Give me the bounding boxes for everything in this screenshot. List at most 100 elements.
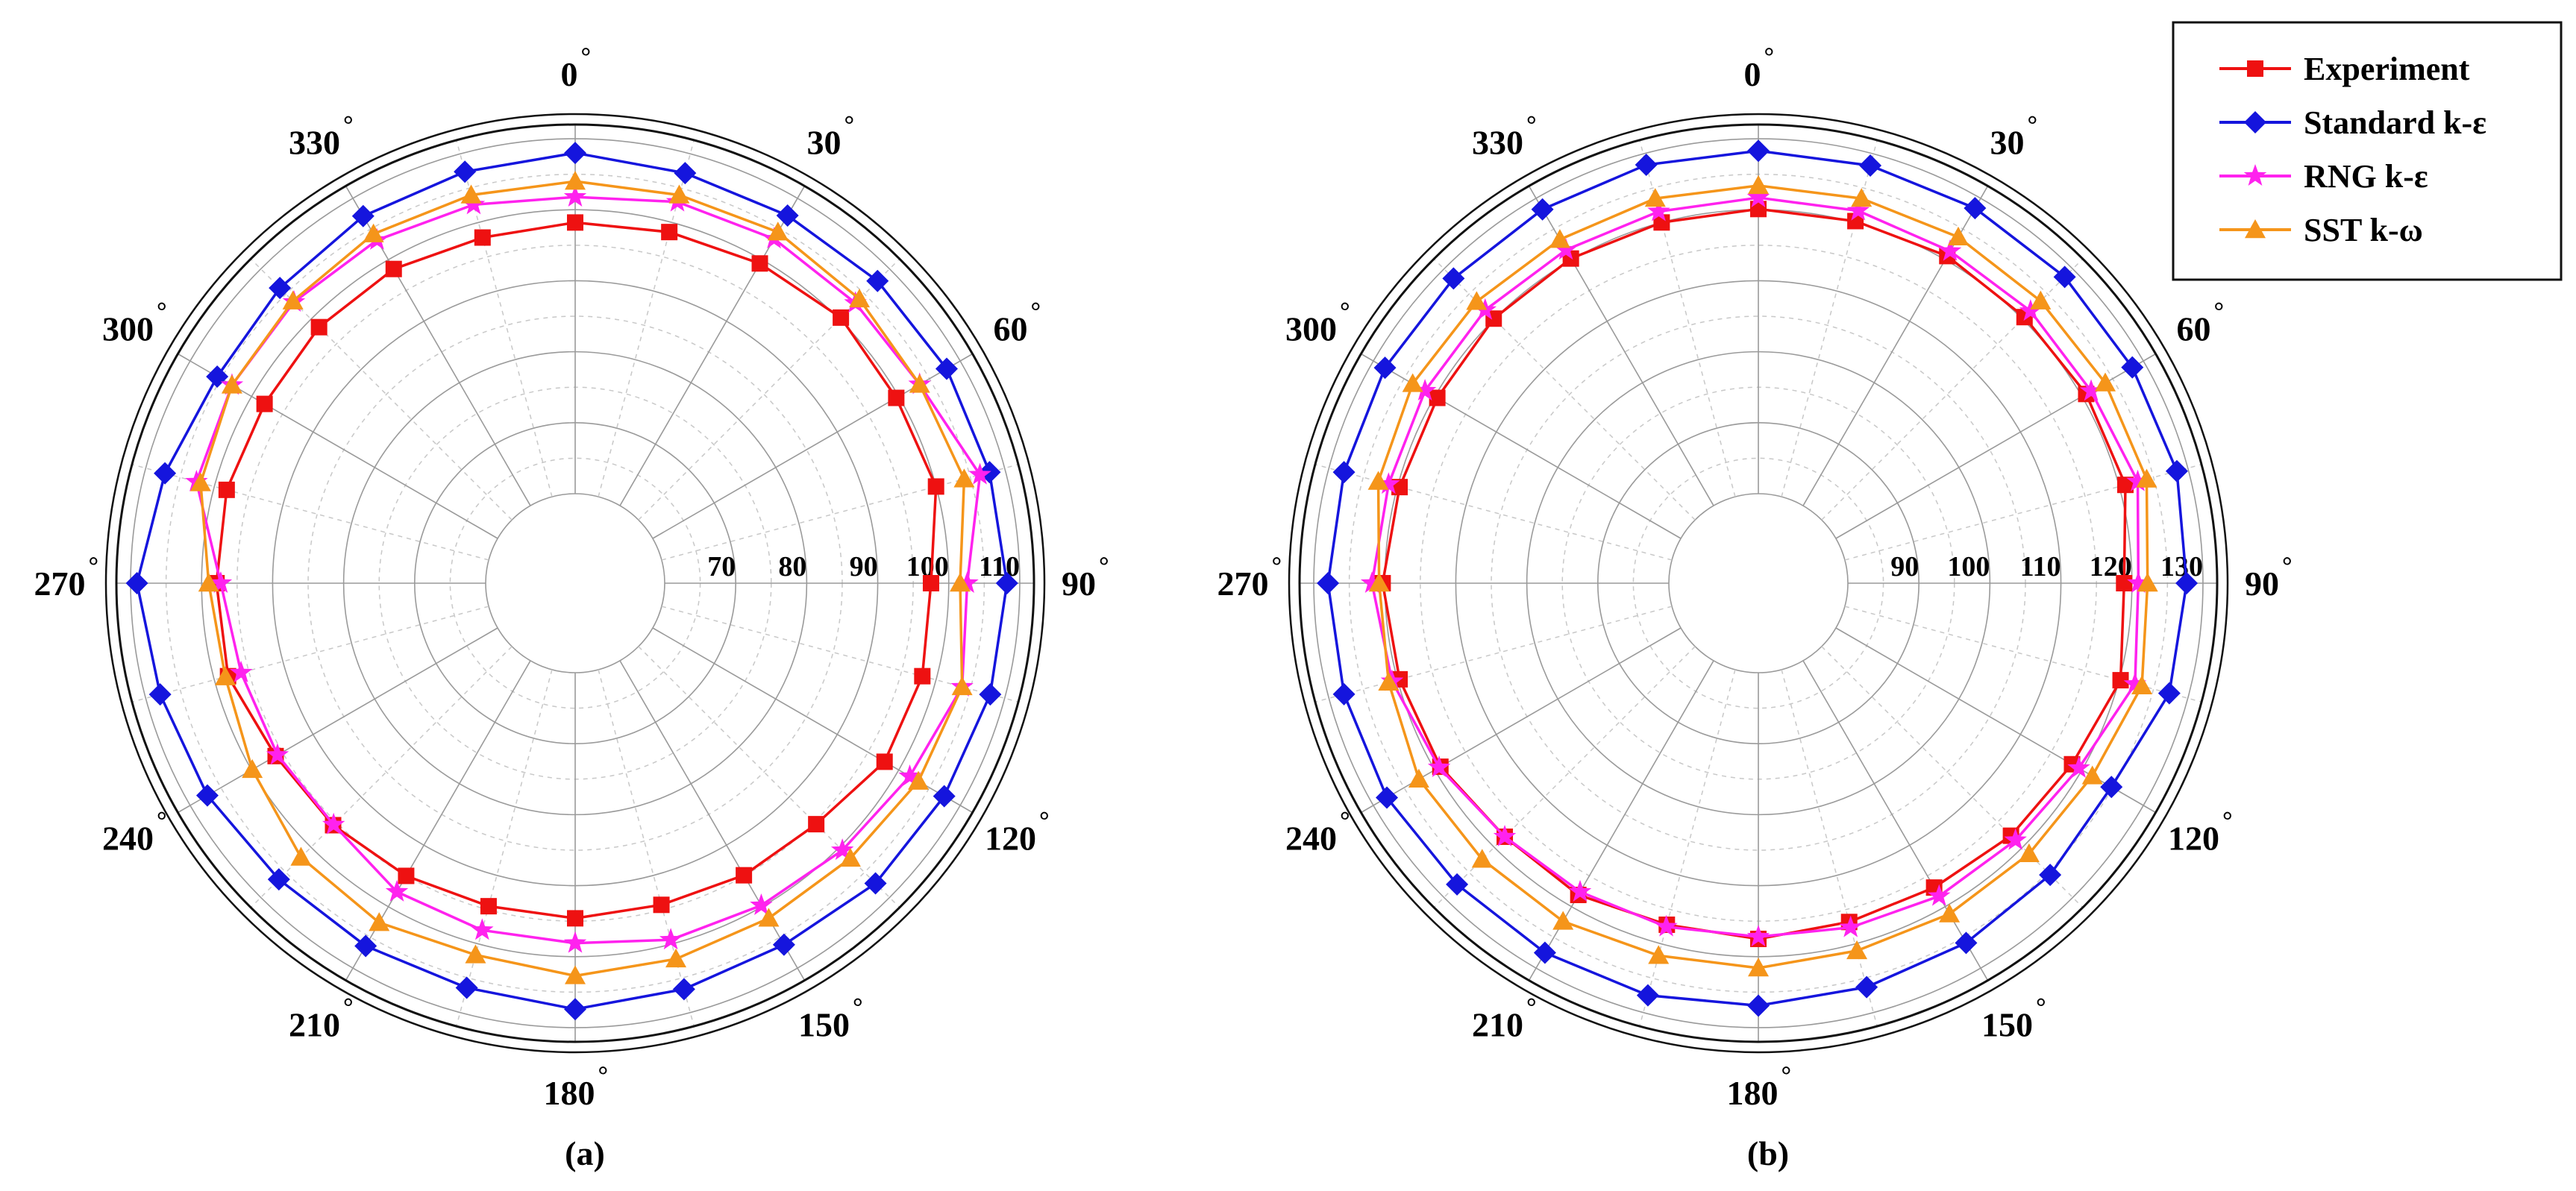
data-point — [968, 462, 991, 485]
data-point — [564, 998, 586, 1021]
angle-tick-value: 180 — [1727, 1074, 1779, 1112]
angle-tick-value: 180 — [544, 1074, 595, 1112]
angle-tick-label: 60 ° — [993, 298, 1041, 348]
degree-symbol: ° — [1340, 298, 1350, 326]
data-point — [363, 223, 384, 242]
angle-tick-label: 270 ° — [34, 553, 99, 603]
major-grid-spoke — [1835, 627, 2157, 814]
angle-tick-value: 120 — [985, 820, 1036, 858]
data-point — [909, 374, 930, 393]
degree-symbol: ° — [2282, 553, 2293, 580]
data-point — [736, 867, 753, 884]
angle-tick-label: 150 ° — [798, 993, 863, 1043]
data-point — [1317, 572, 1340, 594]
angle-tick-label: 180 ° — [1727, 1062, 1792, 1112]
minor-grid-spoke — [131, 464, 489, 561]
data-point — [758, 908, 780, 927]
polar-boundary — [1298, 123, 2219, 1043]
radial-tick-label: 70 — [707, 551, 736, 582]
angle-tick-label: 300 ° — [1285, 298, 1350, 348]
degree-symbol: ° — [1272, 553, 1282, 580]
degree-symbol: ° — [343, 993, 354, 1021]
data-point — [1747, 994, 1770, 1017]
data-point — [567, 910, 583, 927]
data-point — [209, 571, 233, 593]
degree-symbol: ° — [1099, 553, 1109, 580]
angle-tick-value: 300 — [102, 310, 154, 348]
data-point — [290, 846, 312, 866]
degree-symbol: ° — [1340, 808, 1350, 835]
data-point — [2018, 843, 2040, 863]
data-point — [1846, 198, 1870, 221]
angle-tick-label: 330 ° — [289, 112, 354, 162]
degree-symbol: ° — [581, 43, 592, 71]
legend-marker — [2245, 219, 2266, 239]
data-point — [218, 481, 235, 498]
data-point — [979, 683, 1002, 706]
data-point — [471, 918, 494, 940]
data-point — [398, 867, 415, 884]
degree-symbol: ° — [1526, 112, 1537, 139]
data-point — [1644, 188, 1666, 207]
angle-tick-label: 270 ° — [1218, 553, 1282, 603]
data-point — [808, 816, 825, 833]
data-point — [221, 374, 242, 394]
data-point — [1859, 154, 1882, 177]
data-point — [2095, 372, 2116, 392]
minor-grid-spoke — [1639, 669, 1736, 1027]
angle-tick-value: 90 — [2245, 565, 2279, 603]
data-point — [2079, 379, 2103, 401]
data-point — [229, 660, 253, 682]
data-point — [849, 288, 871, 308]
data-point — [1466, 291, 1488, 310]
data-point — [474, 229, 491, 246]
panel-label: (b) — [1747, 1134, 1789, 1172]
data-point — [2121, 356, 2144, 379]
data-point — [1648, 945, 1670, 964]
data-point — [1636, 984, 1659, 1007]
angle-tick-label: 120 ° — [985, 808, 1050, 858]
data-point — [2137, 573, 2158, 592]
data-point — [2067, 756, 2090, 778]
angle-tick-value: 240 — [1285, 820, 1337, 858]
data-point — [1360, 571, 1384, 593]
data-point — [455, 976, 478, 999]
data-point — [898, 764, 921, 786]
data-point — [653, 896, 670, 914]
data-point — [933, 785, 956, 808]
data-point — [922, 575, 939, 591]
data-point — [668, 184, 690, 204]
data-point — [1408, 768, 1429, 788]
angle-tick-label: 240 ° — [102, 808, 167, 858]
data-point — [927, 478, 944, 495]
minor-grid-spoke — [456, 669, 553, 1027]
data-point — [1413, 379, 1437, 400]
radial-tick-label: 110 — [2020, 551, 2061, 582]
data-point — [480, 898, 497, 915]
data-point — [385, 260, 402, 277]
angle-tick-label: 180 ° — [544, 1062, 609, 1112]
radial-tick-label: 90 — [850, 551, 878, 582]
data-point — [2081, 765, 2103, 785]
data-point — [866, 269, 889, 292]
data-point — [1493, 824, 1517, 846]
legend-marker — [2243, 164, 2267, 186]
major-grid-spoke — [619, 660, 806, 981]
data-point — [2030, 290, 2052, 309]
data-point — [195, 784, 219, 807]
data-point — [154, 462, 177, 485]
data-point — [995, 572, 1018, 594]
angle-tick-value: 30 — [807, 124, 842, 162]
major-grid-spoke — [1528, 185, 1714, 506]
data-point — [354, 934, 377, 958]
radial-tick-label: 100 — [1947, 551, 1990, 582]
data-point — [1427, 755, 1451, 777]
legend-marker — [2247, 60, 2263, 77]
data-point — [1332, 461, 1356, 484]
inner-grid-ring — [485, 493, 665, 673]
data-point — [1839, 915, 1862, 937]
data-point — [1748, 175, 1769, 195]
data-point — [772, 933, 795, 956]
